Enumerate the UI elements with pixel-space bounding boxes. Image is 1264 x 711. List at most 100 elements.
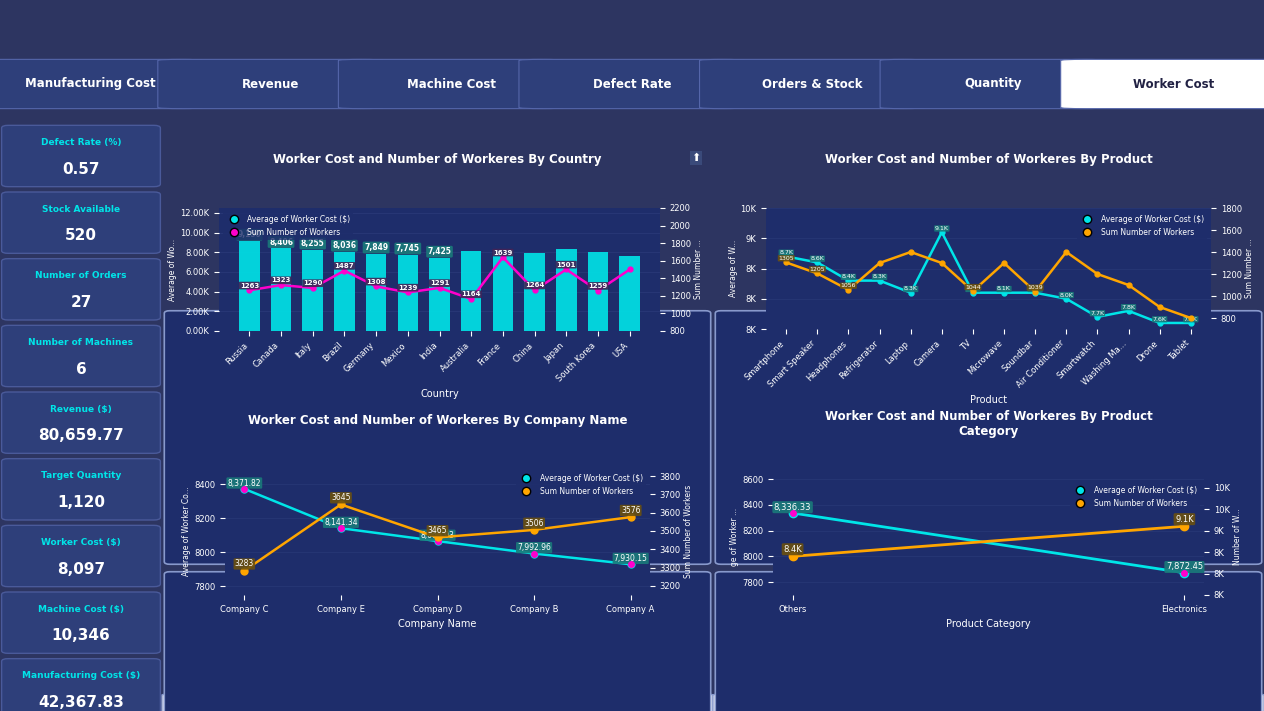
- Text: Worker Cost and Number of Workeres By Company Name: Worker Cost and Number of Workeres By Co…: [248, 415, 627, 427]
- Text: Number of Orders: Number of Orders: [35, 272, 126, 281]
- Y-axis label: Average of Wo...: Average of Wo...: [168, 238, 177, 301]
- Y-axis label: Average of W...: Average of W...: [728, 240, 737, 297]
- Text: All: All: [1021, 705, 1035, 711]
- Text: 8,255: 8,255: [301, 239, 325, 248]
- Text: All: All: [746, 705, 760, 711]
- FancyBboxPatch shape: [1, 459, 161, 520]
- Text: 8,065.93: 8,065.93: [421, 530, 455, 540]
- Text: Stock Available: Stock Available: [42, 205, 120, 214]
- Text: 9.1K: 9.1K: [935, 226, 949, 231]
- FancyBboxPatch shape: [715, 572, 1261, 711]
- Text: 1264: 1264: [525, 282, 545, 289]
- Text: 8.1K: 8.1K: [966, 287, 980, 292]
- Text: ⬆: ⬆: [691, 153, 700, 163]
- Legend: Average of Worker Cost ($), Sum Number of Workers: Average of Worker Cost ($), Sum Number o…: [222, 212, 354, 240]
- Text: Defect Rate (%): Defect Rate (%): [40, 138, 121, 147]
- Text: 8,371.82: 8,371.82: [228, 479, 262, 488]
- Text: 1323: 1323: [272, 277, 291, 283]
- Text: 1308: 1308: [367, 279, 386, 284]
- Text: 1639: 1639: [493, 250, 513, 255]
- Text: Worker Cost ($): Worker Cost ($): [42, 538, 121, 547]
- Y-axis label: Average of Worker Co...: Average of Worker Co...: [182, 486, 191, 576]
- Text: All: All: [195, 705, 209, 711]
- Text: Year,Month,Day: Year,Month,Day: [521, 663, 629, 677]
- Y-axis label: Sum Number of Workers: Sum Number of Workers: [684, 484, 693, 577]
- Text: 1501: 1501: [556, 262, 576, 267]
- Bar: [556, 250, 576, 331]
- Text: 7.6K: 7.6K: [1153, 316, 1167, 322]
- Text: 8,336.33: 8,336.33: [774, 503, 811, 512]
- FancyBboxPatch shape: [1060, 59, 1264, 109]
- Text: Revenue: Revenue: [243, 77, 300, 90]
- FancyBboxPatch shape: [699, 59, 925, 109]
- Text: Product: Product: [272, 663, 327, 677]
- Bar: [302, 250, 324, 331]
- Text: 10,346: 10,346: [52, 629, 110, 643]
- Y-axis label: ge of Worker ...: ge of Worker ...: [731, 508, 739, 566]
- Text: Country, State, City: Country, State, City: [1058, 663, 1196, 677]
- Text: Worker Cost and Number of Workeres By Product
Category: Worker Cost and Number of Workeres By Pr…: [824, 410, 1153, 438]
- Text: Manufacturing Cost: Manufacturing Cost: [25, 77, 155, 90]
- Text: 3283: 3283: [235, 560, 254, 569]
- Text: Quantity: Quantity: [964, 77, 1021, 90]
- Text: 8.4K: 8.4K: [842, 274, 856, 279]
- FancyBboxPatch shape: [0, 59, 204, 109]
- Text: 1,120: 1,120: [57, 495, 105, 510]
- X-axis label: Product: Product: [969, 395, 1007, 405]
- Text: 1290: 1290: [303, 280, 322, 287]
- Text: 7,992.96: 7,992.96: [517, 543, 551, 552]
- Text: ▼: ▼: [403, 705, 410, 711]
- X-axis label: Company Name: Company Name: [398, 619, 477, 629]
- Text: Worker Cost and Number of Workeres By Country: Worker Cost and Number of Workeres By Co…: [273, 154, 602, 166]
- Text: 8,406: 8,406: [269, 237, 293, 247]
- Text: 9.1K: 9.1K: [1176, 515, 1193, 524]
- Text: 8.1K: 8.1K: [997, 287, 1011, 292]
- Text: Target Quantity: Target Quantity: [40, 471, 121, 481]
- Text: Worker Cost and Number of Workeres By Product: Worker Cost and Number of Workeres By Pr…: [824, 154, 1153, 166]
- Text: 1487: 1487: [335, 263, 354, 269]
- Text: 1205: 1205: [809, 267, 825, 272]
- Text: 1239: 1239: [398, 284, 417, 291]
- Text: 27: 27: [71, 295, 92, 310]
- Text: 1291: 1291: [430, 280, 449, 286]
- X-axis label: Product Category: Product Category: [947, 619, 1031, 629]
- FancyBboxPatch shape: [1, 326, 161, 387]
- Bar: [239, 241, 259, 331]
- Text: 3576: 3576: [621, 506, 641, 515]
- Bar: [619, 256, 640, 331]
- Text: 42,367.83: 42,367.83: [38, 695, 124, 710]
- Text: 520: 520: [64, 228, 97, 243]
- Bar: [588, 252, 608, 331]
- Text: 8.3K: 8.3K: [872, 274, 886, 279]
- Text: Product Category: Product Category: [790, 663, 913, 677]
- FancyBboxPatch shape: [713, 694, 988, 711]
- Bar: [493, 250, 513, 331]
- Text: 8,036: 8,036: [332, 241, 356, 250]
- FancyBboxPatch shape: [162, 694, 437, 711]
- Text: 1039: 1039: [1028, 285, 1043, 290]
- Text: 7.7K: 7.7K: [1091, 311, 1105, 316]
- Bar: [334, 252, 355, 331]
- Text: 8.6K: 8.6K: [810, 256, 824, 261]
- FancyBboxPatch shape: [1, 392, 161, 454]
- Text: 8.7K: 8.7K: [779, 250, 794, 255]
- Text: 7,745: 7,745: [396, 244, 420, 253]
- Text: 8.3K: 8.3K: [904, 287, 918, 292]
- FancyBboxPatch shape: [715, 311, 1261, 565]
- FancyBboxPatch shape: [520, 59, 744, 109]
- Text: ▼: ▼: [679, 705, 685, 711]
- Text: 8.0K: 8.0K: [1059, 292, 1073, 297]
- Text: Machine Cost ($): Machine Cost ($): [38, 605, 124, 614]
- FancyBboxPatch shape: [1, 592, 161, 653]
- FancyBboxPatch shape: [1, 525, 161, 587]
- Text: 80,659.77: 80,659.77: [38, 429, 124, 444]
- Text: 8.4K: 8.4K: [784, 545, 801, 554]
- Legend: Average of Worker Cost ($), Sum Number of Workers: Average of Worker Cost ($), Sum Number o…: [516, 471, 646, 498]
- Text: 1044: 1044: [966, 284, 981, 289]
- Text: 1056: 1056: [841, 283, 856, 288]
- Text: 8,097: 8,097: [57, 562, 105, 577]
- FancyBboxPatch shape: [158, 59, 384, 109]
- Y-axis label: Sum Number ...: Sum Number ...: [694, 240, 703, 299]
- Text: All: All: [470, 705, 484, 711]
- Text: 7.6K: 7.6K: [1184, 316, 1198, 322]
